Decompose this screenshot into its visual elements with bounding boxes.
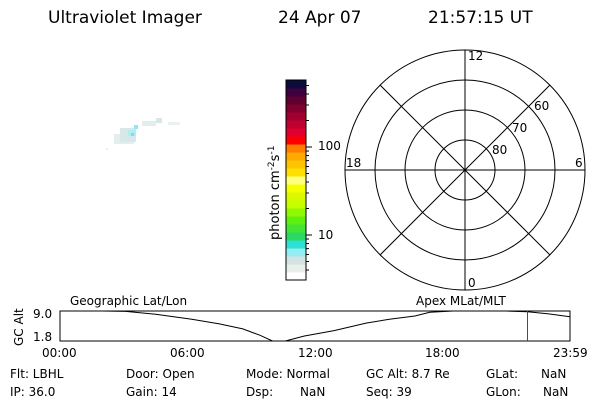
image-pixel [131, 133, 134, 136]
ytick-9: 9.0 [33, 307, 52, 321]
colorbar [285, 79, 312, 281]
colorbar-tick-100: 100 [318, 139, 341, 153]
colorbar-label-sup2: -1 [267, 146, 277, 155]
colorbar-swatch [286, 112, 306, 121]
uv-image [106, 118, 180, 150]
lat-ring-70: 70 [512, 121, 527, 135]
colorbar-swatch [286, 264, 306, 273]
colorbar-swatch [286, 240, 306, 249]
colorbar-swatch [286, 128, 306, 137]
colorbar-swatch [286, 136, 306, 145]
alt-plot-frame [59, 310, 571, 342]
colorbar-swatch [286, 272, 306, 281]
polar-plot [344, 49, 586, 291]
status-glon-label: GLon: [486, 385, 521, 399]
geographic-label: Geographic Lat/Lon [70, 294, 187, 308]
colorbar-label: photon cm-2s-1 [267, 146, 283, 240]
status-mode: Mode: Normal [246, 367, 330, 381]
alt-ylabel: GC Alt [12, 308, 26, 346]
time-label: 21:57:15 UT [428, 8, 533, 28]
status-seq: Seq: 39 [366, 385, 412, 399]
xtick-4: 23:59 [553, 346, 588, 360]
mlt-label-6: 6 [575, 156, 583, 170]
image-pixel [142, 121, 156, 126]
status-dsp-value: NaN [300, 385, 326, 399]
colorbar-frame [285, 79, 307, 281]
colorbar-swatch [286, 144, 306, 153]
colorbar-swatch [286, 96, 306, 105]
mlt-label-0: 0 [468, 276, 476, 290]
colorbar-swatch [286, 104, 306, 113]
colorbar-label-mid: s [268, 154, 283, 161]
colorbar-swatch [286, 168, 306, 177]
status-gcalt: GC Alt: 8.7 Re [366, 367, 450, 381]
colorbar-swatch [286, 208, 306, 217]
colorbar-swatch [286, 80, 306, 89]
lat-ring-80: 80 [492, 143, 507, 157]
colorbar-swatch [286, 216, 306, 225]
colorbar-label-text: photon cm [268, 170, 283, 240]
mlt-label-18: 18 [346, 156, 361, 170]
apex-label: Apex MLat/MLT [416, 294, 506, 308]
status-glat-label: GLat: [486, 367, 519, 381]
alt-plot [60, 310, 571, 342]
image-pixel [168, 122, 180, 125]
image-pixel [134, 125, 138, 129]
status-glat-value: NaN [541, 367, 567, 381]
colorbar-swatch [286, 120, 306, 129]
mlt-spoke [379, 84, 551, 256]
colorbar-swatch [286, 248, 306, 257]
colorbar-swatch [286, 200, 306, 209]
colorbar-swatch [286, 232, 306, 241]
ytick-1-8: 1.8 [33, 330, 52, 344]
colorbar-swatch [286, 184, 306, 193]
status-ip: IP: 36.0 [10, 385, 56, 399]
date-label: 24 Apr 07 [278, 8, 362, 28]
colorbar-swatch [286, 152, 306, 161]
xtick-1: 06:00 [170, 346, 205, 360]
status-flt: Flt: LBHL [10, 367, 64, 381]
colorbar-label-sup1: -2 [267, 161, 277, 170]
xtick-2: 12:00 [298, 346, 333, 360]
image-pixel [156, 118, 162, 123]
colorbar-swatch [286, 192, 306, 201]
colorbar-swatch [286, 88, 306, 97]
colorbar-tick-10: 10 [318, 228, 333, 242]
status-dsp-label: Dsp: [246, 385, 274, 399]
gc-alt-line [60, 310, 571, 342]
status-door: Door: Open [126, 367, 195, 381]
status-glon-value: NaN [543, 385, 569, 399]
colorbar-swatch [286, 256, 306, 265]
colorbar-swatch [286, 160, 306, 169]
image-pixel [106, 148, 108, 150]
instrument-title: Ultraviolet Imager [48, 8, 202, 28]
xtick-3: 18:00 [425, 346, 460, 360]
xtick-0: 00:00 [42, 346, 77, 360]
status-gain: Gain: 14 [126, 385, 177, 399]
colorbar-swatch [286, 176, 306, 185]
colorbar-swatch [286, 224, 306, 233]
mlt-label-12: 12 [468, 49, 483, 63]
lat-ring-60: 60 [534, 99, 549, 113]
